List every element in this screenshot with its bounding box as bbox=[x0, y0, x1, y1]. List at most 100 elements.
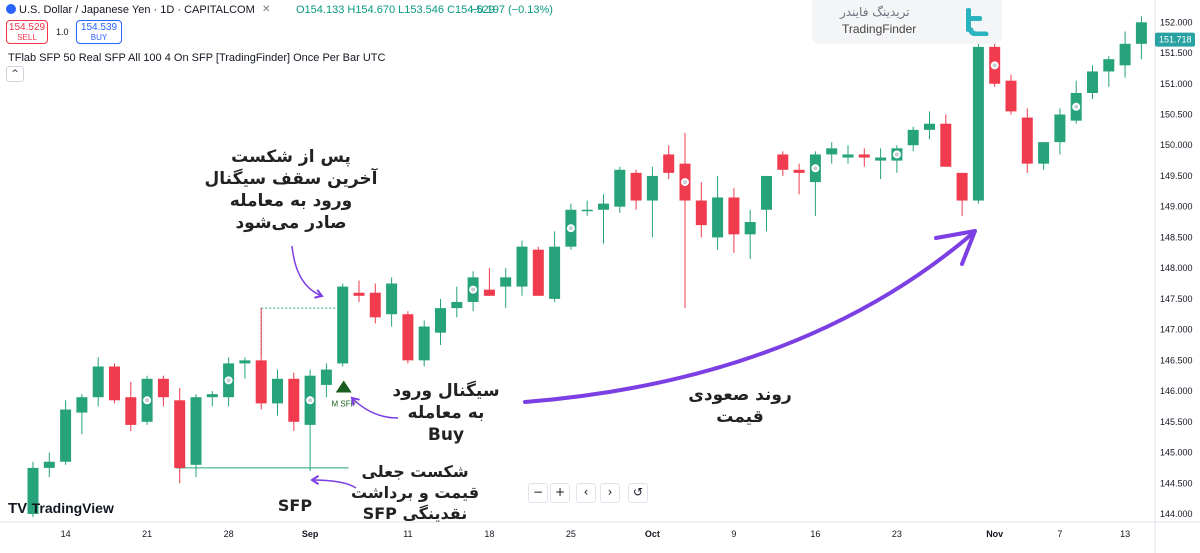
uptrend-arrow bbox=[523, 232, 974, 404]
candle-body bbox=[125, 397, 137, 425]
signal-dot-core bbox=[683, 180, 687, 185]
signal-dot-core bbox=[992, 63, 997, 68]
candle-body bbox=[402, 314, 414, 361]
candle-body bbox=[337, 286, 349, 364]
scroll-right-button[interactable]: › bbox=[600, 483, 620, 503]
price-tick-label: 149.500 bbox=[1160, 171, 1193, 181]
order-quantity[interactable]: 1.0 bbox=[56, 27, 69, 37]
candle-body bbox=[60, 409, 72, 462]
candle-body bbox=[288, 378, 300, 422]
candle-body bbox=[728, 197, 740, 235]
signal-dot-core bbox=[813, 166, 818, 171]
uptrend-arrowhead-icon bbox=[934, 229, 977, 266]
candle-body bbox=[1054, 114, 1066, 143]
candle-body bbox=[451, 301, 463, 309]
price-tick-label: 150.500 bbox=[1160, 109, 1193, 119]
scroll-left-button[interactable]: ‹ bbox=[576, 483, 596, 503]
price-tick-label: 147.000 bbox=[1160, 325, 1193, 335]
candle-body bbox=[516, 246, 528, 287]
collapse-chevron-icon[interactable]: ^ bbox=[6, 66, 24, 82]
logo-text-fa: تریدینگ فایندر bbox=[840, 5, 910, 19]
candle-body bbox=[1038, 142, 1050, 164]
signal-dot-core bbox=[568, 226, 573, 231]
symbol-title[interactable]: U.S. Dollar / Japanese Yen · 1D · CAPITA… bbox=[6, 4, 255, 16]
candle-body bbox=[1135, 22, 1147, 44]
candle-body bbox=[157, 378, 169, 398]
time-tick-label: Oct bbox=[645, 529, 660, 539]
candle-body bbox=[875, 157, 887, 161]
zoom-out-button[interactable]: − bbox=[528, 483, 548, 503]
candle-body bbox=[1103, 59, 1115, 72]
candle-body bbox=[842, 154, 854, 158]
tradingfinder-logo: تریدینگ فایندر TradingFinder bbox=[812, 0, 1002, 44]
candle-body bbox=[1021, 117, 1033, 164]
change-value: −0.197 (−0.13%) bbox=[471, 4, 553, 16]
current-price-tag bbox=[1155, 32, 1195, 47]
annotation-sfp: SFP bbox=[277, 496, 313, 515]
candle-body bbox=[614, 169, 626, 207]
time-tick-label: 18 bbox=[484, 529, 494, 539]
candle-body bbox=[109, 366, 120, 401]
tradingfinder-mark-icon bbox=[966, 8, 989, 36]
price-tick-label: 151.000 bbox=[1160, 79, 1193, 89]
price-tick-label: 152.000 bbox=[1160, 17, 1193, 27]
sell-label: SELL bbox=[17, 33, 37, 42]
candle-body bbox=[483, 289, 495, 296]
candle-body bbox=[581, 209, 593, 212]
candle-body bbox=[924, 123, 935, 130]
time-tick-label: 28 bbox=[224, 529, 234, 539]
buy-button[interactable]: 154.539 BUY bbox=[76, 20, 122, 44]
candle-body bbox=[777, 154, 789, 170]
candle-body bbox=[793, 169, 805, 173]
m-sfp-label: M SFP bbox=[331, 399, 355, 408]
candle-body bbox=[43, 461, 55, 468]
signal-dot-core bbox=[308, 398, 313, 403]
entry-break-arrow bbox=[291, 245, 323, 297]
candle-body bbox=[27, 467, 39, 514]
fake-break-arrowhead-icon bbox=[310, 475, 319, 485]
tradingview-logo[interactable]: TV TradingView bbox=[8, 500, 114, 517]
annotation-entry-after-break: پس از شکست آخرین سقف سیگنال ورود به معام… bbox=[204, 147, 378, 234]
price-tick-label: 147.500 bbox=[1160, 294, 1193, 304]
entry-signal-arrowhead-icon bbox=[350, 396, 360, 406]
candle-body bbox=[956, 172, 968, 201]
reset-chart-button[interactable]: ↺ bbox=[628, 483, 648, 503]
price-tick-label: 144.500 bbox=[1160, 478, 1193, 488]
candle-body bbox=[369, 292, 381, 318]
close-icon[interactable]: ✕ bbox=[262, 4, 271, 15]
entry-signal-arrow bbox=[351, 397, 399, 419]
candle-body bbox=[940, 123, 952, 167]
candle-body bbox=[663, 154, 675, 173]
zoom-in-button[interactable]: + bbox=[550, 483, 570, 503]
annotation-fake-break: شکست جعلی قیمت و برداشت نقدینگی SFP bbox=[350, 462, 480, 523]
tradingview-mark-icon: TV bbox=[8, 500, 28, 517]
sell-button[interactable]: 154.529 SELL bbox=[6, 20, 48, 44]
signal-dot-core bbox=[894, 152, 899, 157]
candle-body bbox=[435, 308, 446, 333]
ohlc-values: O154.133 H154.670 L153.546 C154.529 bbox=[296, 4, 495, 16]
price-tick-label: 146.500 bbox=[1160, 355, 1193, 365]
candle-body bbox=[1005, 80, 1017, 112]
candle-body bbox=[386, 283, 398, 315]
candle-body bbox=[695, 200, 707, 226]
indicator-legend[interactable]: TFlab SFP 50 Real SFP All 100 4 On SFP [… bbox=[8, 52, 386, 64]
signal-dot-core bbox=[226, 378, 231, 383]
logo-text-en: TradingFinder bbox=[842, 22, 917, 36]
price-tick-label: 151.500 bbox=[1160, 48, 1193, 58]
price-tick-label: 150.000 bbox=[1160, 140, 1193, 150]
candle-body bbox=[320, 369, 332, 385]
candle-body bbox=[1119, 43, 1131, 66]
time-tick-label: Sep bbox=[302, 529, 319, 539]
time-tick-label: 23 bbox=[892, 529, 902, 539]
entry-break-arrowhead-icon bbox=[314, 289, 324, 299]
sell-price: 154.529 bbox=[8, 22, 46, 33]
candle-body bbox=[858, 154, 870, 158]
time-tick-label: 13 bbox=[1120, 529, 1130, 539]
candle-body bbox=[646, 175, 658, 201]
price-tick-label: 145.500 bbox=[1160, 417, 1193, 427]
candle-body bbox=[353, 292, 365, 296]
price-tick-label: 146.000 bbox=[1160, 386, 1193, 396]
time-tick-label: 11 bbox=[403, 529, 412, 539]
price-tick-label: 145.000 bbox=[1160, 448, 1193, 458]
